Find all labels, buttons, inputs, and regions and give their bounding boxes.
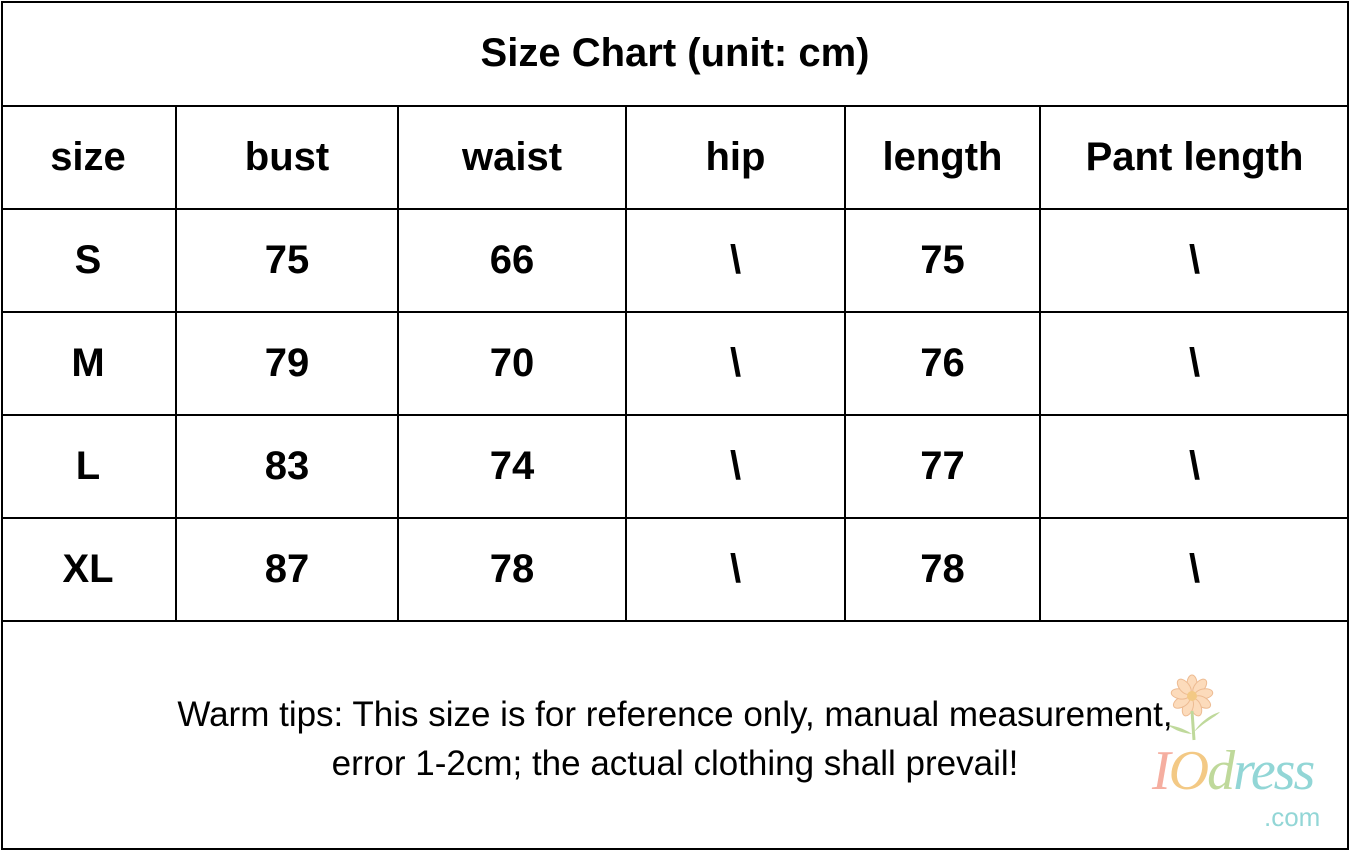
cell-waist: 70 bbox=[397, 311, 627, 416]
header-row: size bust waist hip length Pant length bbox=[1, 105, 1348, 210]
table-row: L 83 74 \ 77 \ bbox=[1, 414, 1348, 519]
cell-bust: 75 bbox=[175, 208, 399, 313]
cell-bust: 79 bbox=[175, 311, 399, 416]
cell-size: L bbox=[1, 414, 177, 519]
cell-hip: \ bbox=[625, 208, 846, 313]
cell-pant-length: \ bbox=[1039, 208, 1348, 313]
cell-length: 77 bbox=[844, 414, 1041, 519]
watermark-domain: .com bbox=[1264, 802, 1321, 832]
cell-size: S bbox=[1, 208, 177, 313]
header-hip: hip bbox=[625, 105, 846, 210]
size-table: size bust waist hip length Pant length S… bbox=[1, 105, 1348, 622]
header-size: size bbox=[1, 105, 177, 210]
cell-bust: 83 bbox=[175, 414, 399, 519]
cell-hip: \ bbox=[625, 311, 846, 416]
cell-size: XL bbox=[1, 517, 177, 622]
watermark-letters: I bbox=[1152, 740, 1171, 802]
cell-pant-length: \ bbox=[1039, 517, 1348, 622]
tips-line-2: error 1-2cm; the actual clothing shall p… bbox=[331, 744, 1019, 783]
cell-pant-length: \ bbox=[1039, 311, 1348, 416]
tips-line-1: Warm tips: This size is for reference on… bbox=[177, 695, 1173, 734]
watermark-letters: ress bbox=[1233, 740, 1315, 802]
cell-length: 75 bbox=[844, 208, 1041, 313]
cell-hip: \ bbox=[625, 517, 846, 622]
flower-icon bbox=[1168, 674, 1220, 741]
warm-tips: Warm tips: This size is for reference on… bbox=[0, 690, 1350, 788]
cell-pant-length: \ bbox=[1039, 414, 1348, 519]
cell-waist: 78 bbox=[397, 517, 627, 622]
watermark-logo: IOdress .com bbox=[1152, 672, 1342, 837]
header-pant-length: Pant length bbox=[1039, 105, 1348, 210]
cell-waist: 74 bbox=[397, 414, 627, 519]
cell-bust: 87 bbox=[175, 517, 399, 622]
table-row: S 75 66 \ 75 \ bbox=[1, 208, 1348, 313]
watermark-letters: d bbox=[1207, 740, 1235, 802]
header-bust: bust bbox=[175, 105, 399, 210]
table-row: M 79 70 \ 76 \ bbox=[1, 311, 1348, 416]
page-title: Size Chart (unit: cm) bbox=[480, 30, 870, 75]
cell-length: 76 bbox=[844, 311, 1041, 416]
watermark-letters: O bbox=[1168, 740, 1209, 802]
cell-size: M bbox=[1, 311, 177, 416]
cell-hip: \ bbox=[625, 414, 846, 519]
header-length: length bbox=[844, 105, 1041, 210]
header-waist: waist bbox=[397, 105, 627, 210]
cell-length: 78 bbox=[844, 517, 1041, 622]
table-row: XL 87 78 \ 78 \ bbox=[1, 517, 1348, 622]
watermark-brand: IOdress bbox=[1152, 740, 1315, 802]
cell-waist: 66 bbox=[397, 208, 627, 313]
